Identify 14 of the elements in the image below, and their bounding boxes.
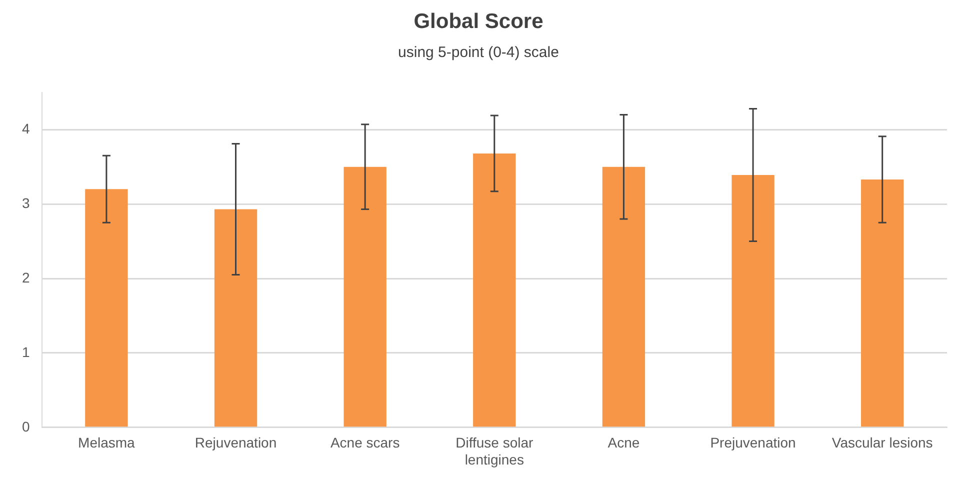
x-tick-label: Rejuvenation	[194, 434, 277, 451]
x-tick-label: Acne	[608, 434, 640, 451]
x-tick-label: Melasma	[78, 434, 136, 451]
x-tick-label: Diffuse solar lentigines	[456, 434, 534, 468]
y-tick-label: 3	[22, 194, 30, 211]
chart-subtitle: using 5-point (0-4) scale	[397, 44, 560, 61]
y-tick-label: 4	[22, 120, 30, 136]
y-tick-label: 1	[22, 344, 30, 360]
y-tick-label: 0	[22, 418, 30, 434]
y-tick-label: 2	[22, 269, 30, 286]
chart-title: Global Score	[412, 10, 544, 34]
x-tick-label: Prejuvenation	[710, 434, 796, 451]
x-tick-label: Acne scars	[330, 434, 400, 451]
x-tick-label: Vascular lesions	[832, 434, 933, 451]
